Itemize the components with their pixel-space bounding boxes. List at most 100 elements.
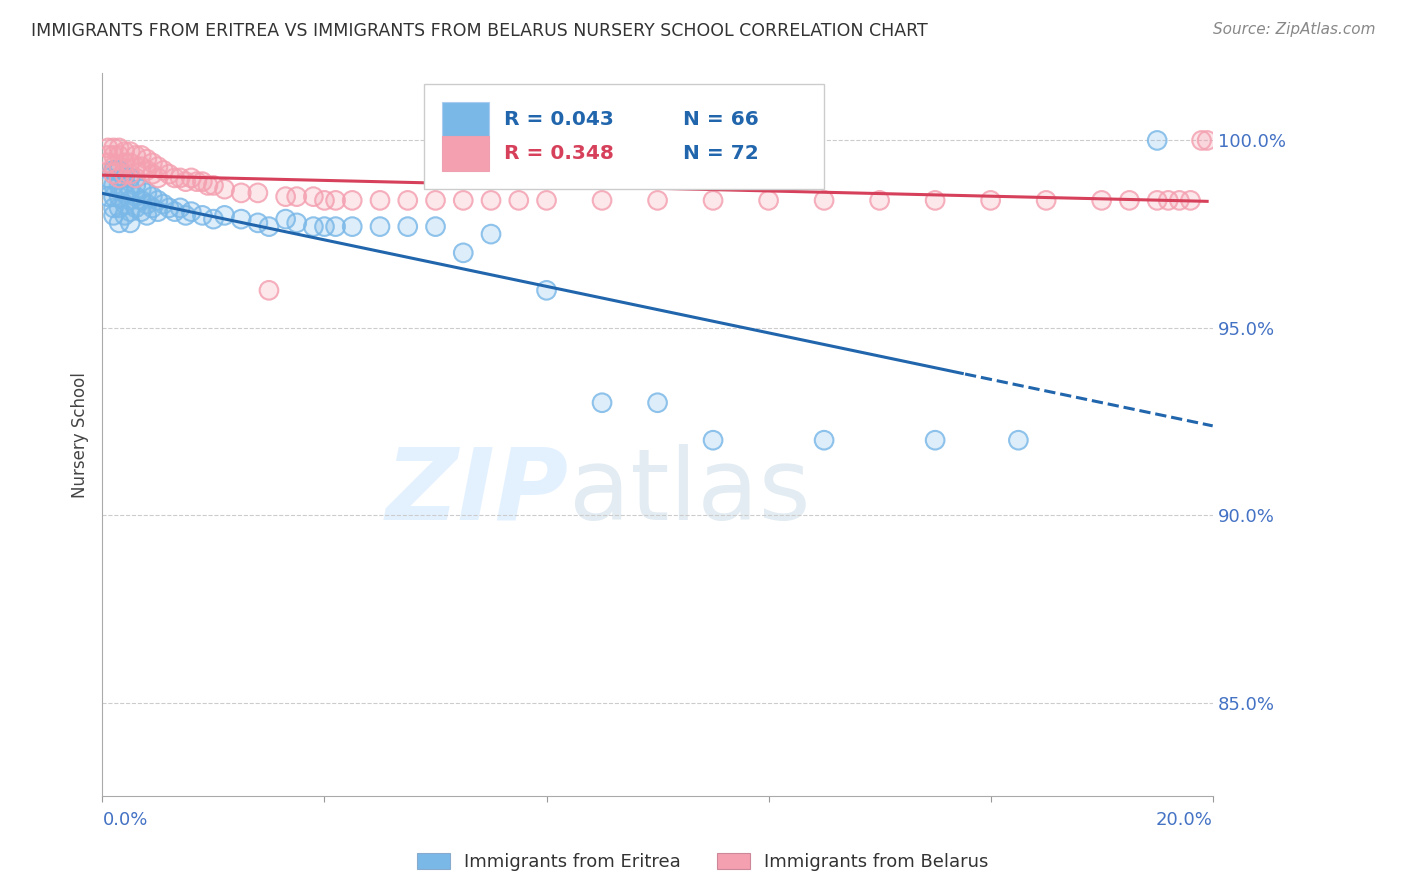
Point xyxy=(125,148,148,162)
Text: ZIP: ZIP xyxy=(385,444,569,541)
Point xyxy=(1091,194,1114,208)
Point xyxy=(103,208,125,222)
Point xyxy=(120,145,142,159)
Point xyxy=(125,170,148,185)
Point xyxy=(125,170,148,185)
Point xyxy=(325,219,347,234)
Point xyxy=(169,170,191,185)
Point xyxy=(180,204,202,219)
Point xyxy=(152,197,174,211)
Point xyxy=(114,167,136,181)
Point xyxy=(1091,194,1114,208)
Point xyxy=(342,194,364,208)
Point xyxy=(103,167,125,181)
Point xyxy=(314,194,336,208)
Point xyxy=(135,208,157,222)
Point xyxy=(246,186,269,200)
Point xyxy=(125,201,148,215)
Point xyxy=(108,170,131,185)
Point xyxy=(157,167,180,181)
Point xyxy=(125,178,148,193)
Point xyxy=(120,170,142,185)
Point xyxy=(114,156,136,170)
Point xyxy=(479,227,502,241)
Point xyxy=(108,216,131,230)
Point xyxy=(97,148,120,162)
Point xyxy=(425,194,447,208)
Point xyxy=(591,194,613,208)
Point xyxy=(202,212,225,227)
Point xyxy=(302,219,325,234)
Point xyxy=(103,163,125,178)
Point xyxy=(647,194,669,208)
Point xyxy=(368,194,391,208)
Point xyxy=(157,201,180,215)
Point xyxy=(135,163,157,178)
Text: N = 72: N = 72 xyxy=(683,144,759,162)
Point xyxy=(702,194,724,208)
Point xyxy=(180,170,202,185)
Point xyxy=(647,194,669,208)
Point xyxy=(97,178,120,193)
Text: Source: ZipAtlas.com: Source: ZipAtlas.com xyxy=(1212,22,1375,37)
Point xyxy=(120,216,142,230)
Point xyxy=(169,201,191,215)
Y-axis label: Nursery School: Nursery School xyxy=(72,372,89,498)
Point xyxy=(97,170,120,185)
Point xyxy=(980,194,1002,208)
Point xyxy=(141,201,163,215)
Point xyxy=(97,141,120,155)
Point xyxy=(108,178,131,193)
Point xyxy=(146,204,169,219)
Point xyxy=(152,163,174,178)
Point xyxy=(125,148,148,162)
Point xyxy=(257,283,280,297)
Point xyxy=(103,141,125,155)
Point xyxy=(108,201,131,215)
FancyBboxPatch shape xyxy=(441,102,489,136)
Text: IMMIGRANTS FROM ERITREA VS IMMIGRANTS FROM BELARUS NURSERY SCHOOL CORRELATION CH: IMMIGRANTS FROM ERITREA VS IMMIGRANTS FR… xyxy=(31,22,928,40)
Point xyxy=(396,219,419,234)
Point xyxy=(174,175,197,189)
Point xyxy=(135,208,157,222)
Point xyxy=(125,189,148,203)
Point xyxy=(451,194,474,208)
Point xyxy=(702,434,724,448)
Point xyxy=(146,170,169,185)
Point xyxy=(508,194,530,208)
Text: R = 0.348: R = 0.348 xyxy=(505,144,614,162)
Point xyxy=(186,175,208,189)
Point xyxy=(246,186,269,200)
Point xyxy=(125,160,148,174)
Point xyxy=(97,148,120,162)
Point xyxy=(368,219,391,234)
Point xyxy=(314,194,336,208)
Point xyxy=(120,204,142,219)
Point xyxy=(174,208,197,222)
Point xyxy=(285,189,308,203)
Point xyxy=(231,212,253,227)
Point xyxy=(1007,434,1029,448)
Point xyxy=(152,163,174,178)
Point xyxy=(108,163,131,178)
Point xyxy=(591,396,613,410)
Point xyxy=(702,434,724,448)
Point xyxy=(174,208,197,222)
Text: 0.0%: 0.0% xyxy=(103,811,148,829)
Point xyxy=(120,194,142,208)
Point xyxy=(1035,194,1057,208)
Point xyxy=(129,204,152,219)
Point xyxy=(813,194,835,208)
Point xyxy=(114,197,136,211)
Point xyxy=(1180,194,1202,208)
Point xyxy=(120,182,142,196)
Point xyxy=(114,208,136,222)
Point xyxy=(342,219,364,234)
Point xyxy=(97,141,120,155)
Point xyxy=(152,197,174,211)
Point xyxy=(108,148,131,162)
Point xyxy=(141,167,163,181)
Point xyxy=(202,212,225,227)
Point xyxy=(135,186,157,200)
Point xyxy=(325,194,347,208)
